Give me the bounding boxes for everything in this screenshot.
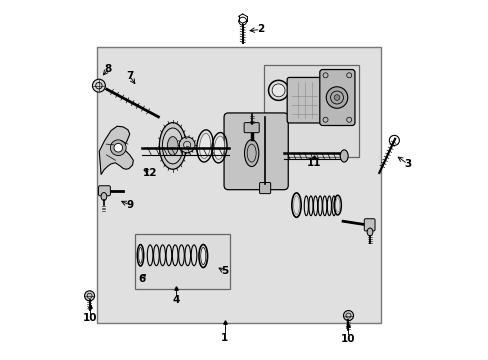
- FancyBboxPatch shape: [244, 123, 259, 133]
- Text: 10: 10: [82, 313, 97, 323]
- Circle shape: [343, 311, 353, 320]
- Ellipse shape: [293, 196, 299, 215]
- Circle shape: [271, 84, 285, 97]
- Text: 10: 10: [341, 333, 355, 343]
- Text: 4: 4: [172, 295, 180, 305]
- Text: 8: 8: [104, 64, 112, 74]
- Text: 1: 1: [221, 333, 228, 343]
- Polygon shape: [99, 126, 133, 175]
- Bar: [264, 65, 359, 157]
- Ellipse shape: [139, 247, 142, 263]
- Ellipse shape: [199, 134, 210, 158]
- FancyBboxPatch shape: [224, 113, 287, 190]
- Circle shape: [114, 143, 122, 152]
- FancyBboxPatch shape: [286, 77, 321, 123]
- FancyBboxPatch shape: [364, 219, 374, 231]
- Circle shape: [84, 291, 94, 301]
- Text: 7: 7: [126, 71, 133, 81]
- Ellipse shape: [340, 150, 347, 162]
- FancyBboxPatch shape: [319, 69, 354, 126]
- Ellipse shape: [159, 123, 186, 169]
- Text: 5: 5: [221, 266, 228, 276]
- Bar: [97, 47, 380, 323]
- FancyBboxPatch shape: [99, 186, 110, 196]
- Text: 6: 6: [139, 274, 145, 284]
- Bar: [135, 234, 230, 289]
- Ellipse shape: [101, 193, 106, 201]
- Circle shape: [179, 137, 195, 153]
- Text: 11: 11: [306, 158, 321, 168]
- FancyBboxPatch shape: [259, 183, 270, 194]
- Text: 12: 12: [143, 168, 158, 178]
- Ellipse shape: [335, 198, 339, 212]
- Text: 9: 9: [126, 200, 133, 210]
- Ellipse shape: [244, 140, 258, 167]
- Ellipse shape: [214, 136, 224, 159]
- Circle shape: [92, 79, 105, 92]
- Ellipse shape: [167, 136, 178, 155]
- Ellipse shape: [366, 228, 372, 236]
- Circle shape: [325, 87, 347, 108]
- Ellipse shape: [162, 128, 183, 164]
- Text: 2: 2: [257, 24, 264, 35]
- Circle shape: [333, 95, 339, 100]
- Ellipse shape: [201, 247, 205, 265]
- Circle shape: [110, 140, 126, 156]
- Text: 3: 3: [403, 159, 410, 169]
